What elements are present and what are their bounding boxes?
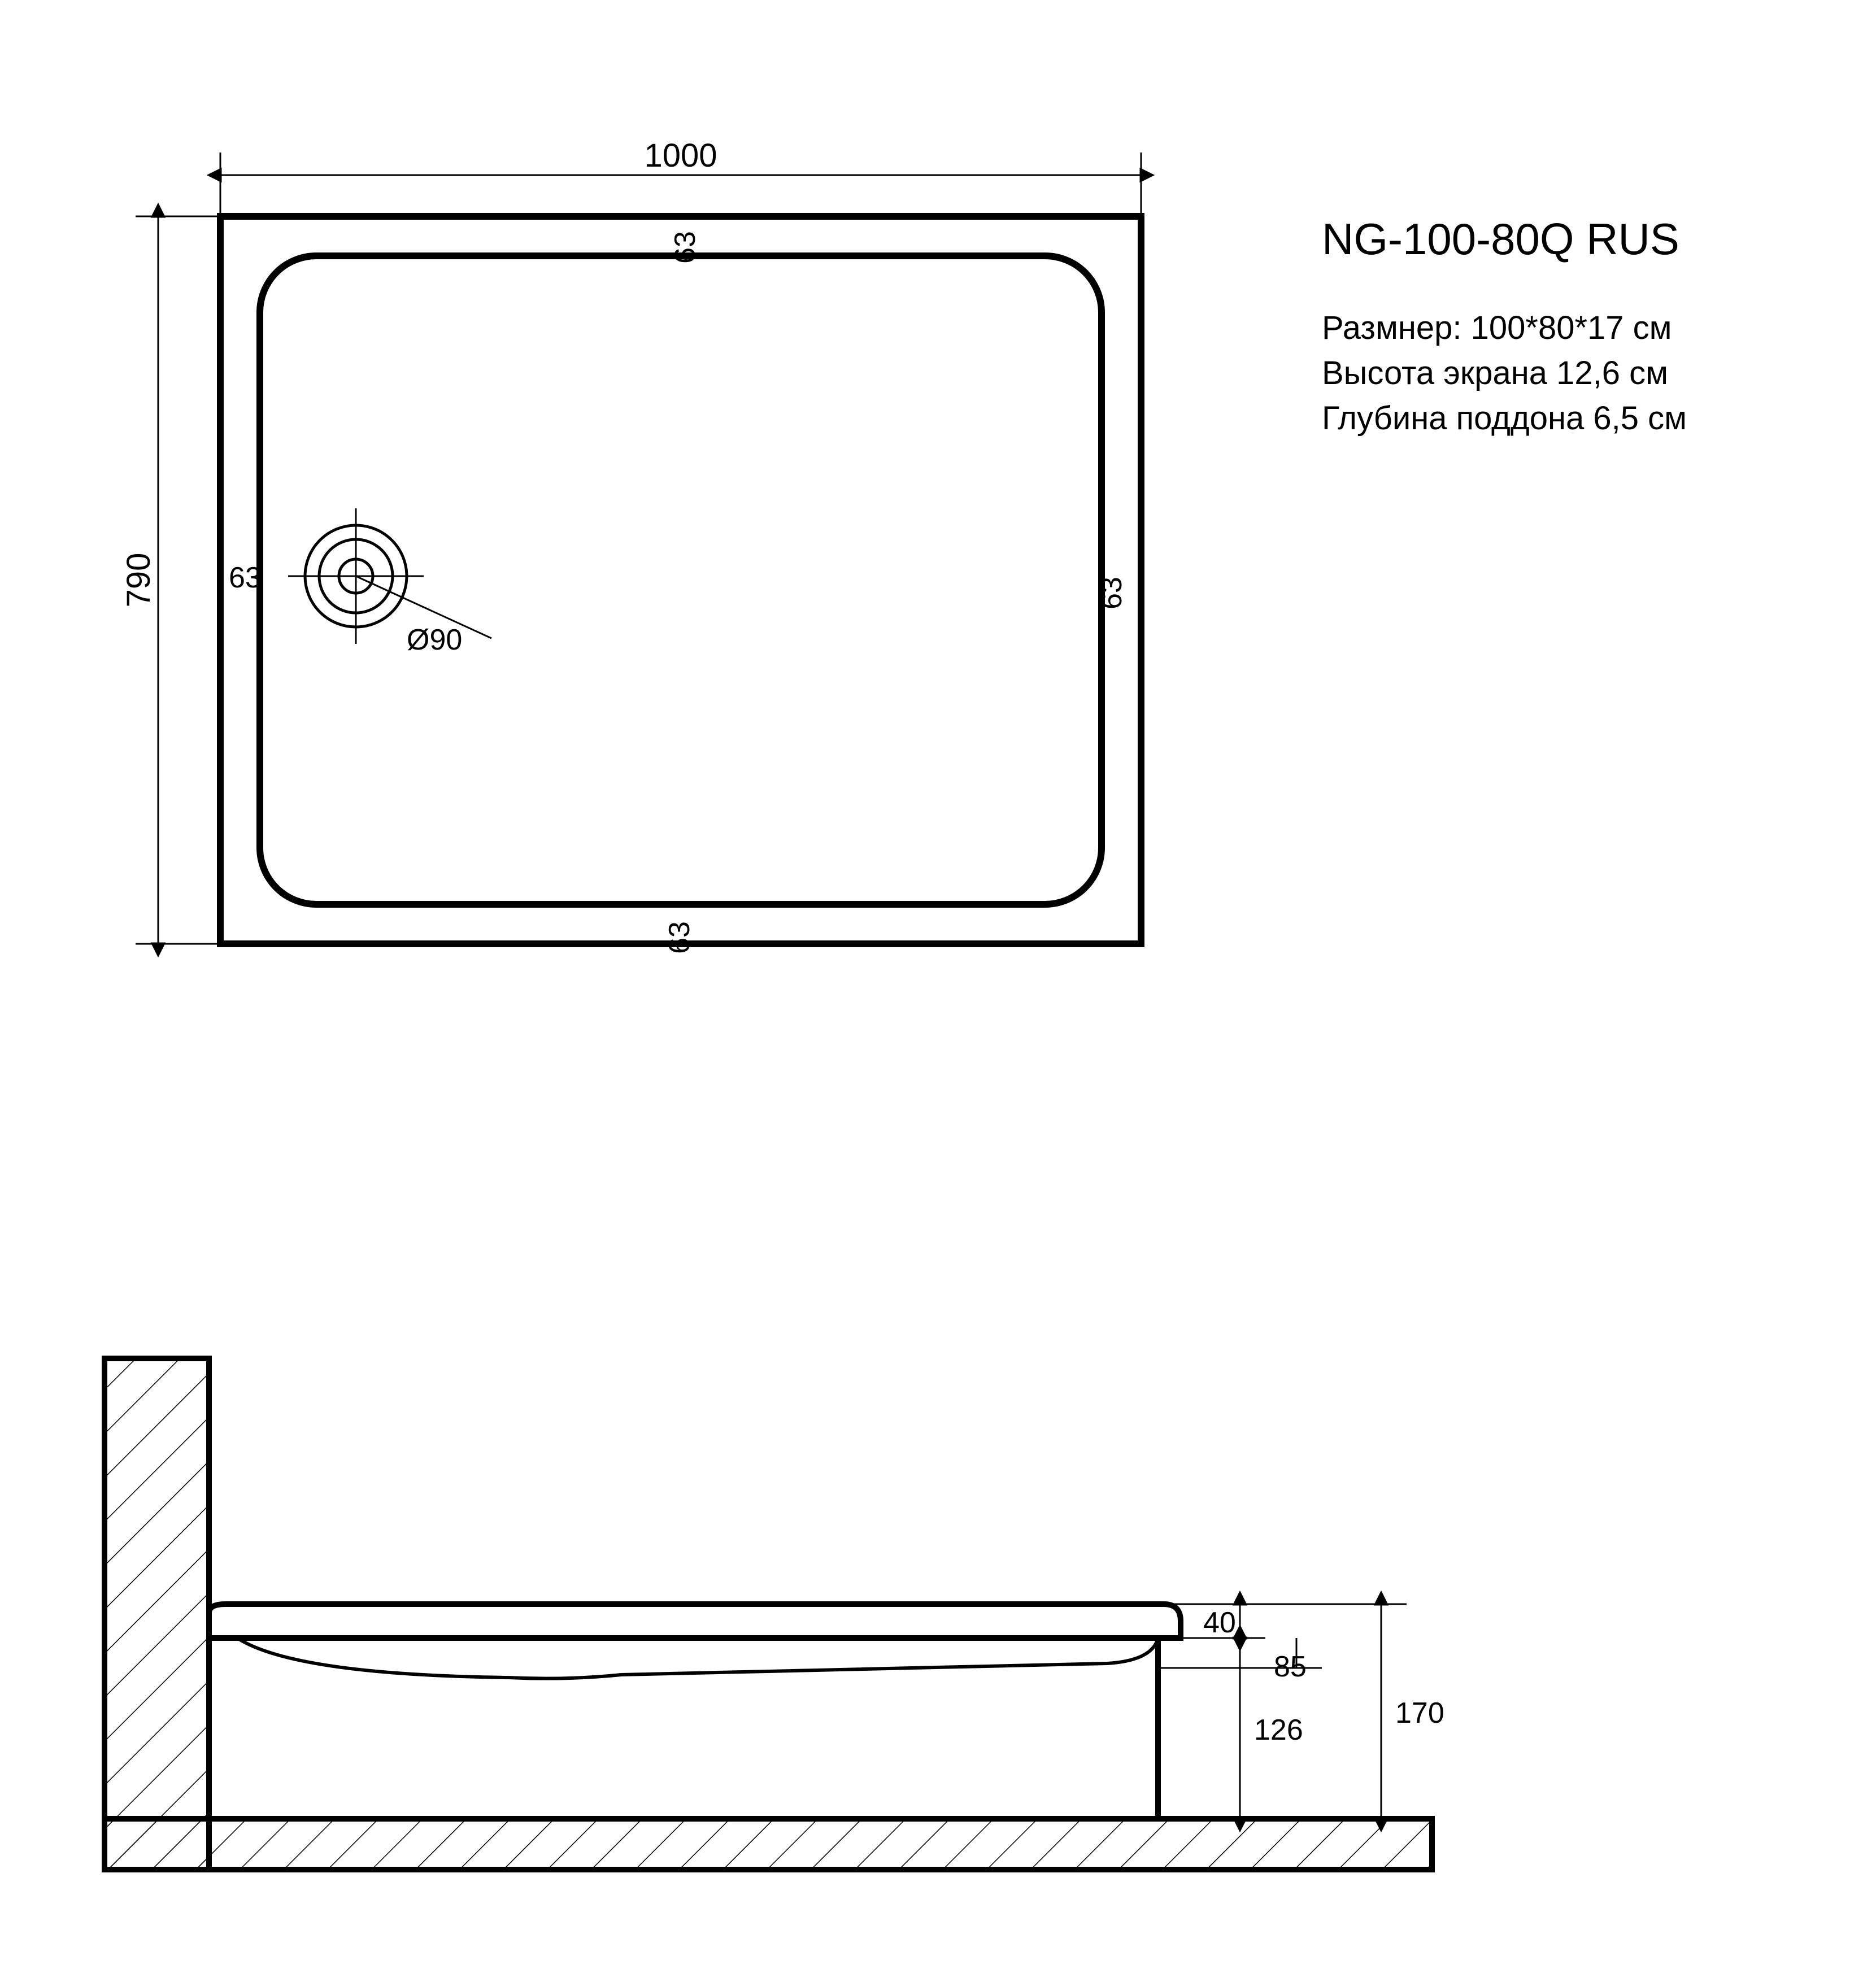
spec-line-2: Высота экрана 12,6 см (1322, 355, 1668, 391)
wall-hatch (105, 1358, 209, 1870)
technical-drawing: Ø90 63 63 63 63 1000 790 NG-100-80Q RUS … (0, 0, 1876, 1982)
dim-width-label: 1000 (644, 137, 717, 174)
info-block: NG-100-80Q RUS Размнер: 100*80*17 см Выс… (1322, 214, 1687, 437)
section-view: 40 85 126 170 (105, 1358, 1444, 1870)
inset-label-right: 63 (1095, 577, 1128, 609)
spec-line-1: Размнер: 100*80*17 см (1322, 310, 1672, 346)
tray-inner (260, 256, 1102, 904)
drain-diameter-label: Ø90 (407, 624, 462, 656)
tray-body (209, 1604, 1181, 1638)
spec-line-3: Глубина поддона 6,5 см (1322, 400, 1687, 437)
model-title: NG-100-80Q RUS (1322, 214, 1679, 264)
inset-label-bottom: 63 (663, 921, 696, 954)
section-dimensions (1158, 1604, 1407, 1819)
dim-height-label: 790 (120, 553, 157, 608)
dim-170: 170 (1395, 1697, 1444, 1730)
dim-126: 126 (1254, 1714, 1303, 1746)
inset-label-left: 63 (229, 561, 262, 594)
tray-outer (220, 216, 1141, 944)
inset-label-top: 63 (669, 231, 702, 264)
floor-hatch (105, 1819, 1432, 1870)
plan-view: Ø90 63 63 63 63 1000 790 (120, 137, 1141, 954)
dim-85: 85 (1274, 1650, 1307, 1683)
dim-40: 40 (1203, 1606, 1236, 1639)
